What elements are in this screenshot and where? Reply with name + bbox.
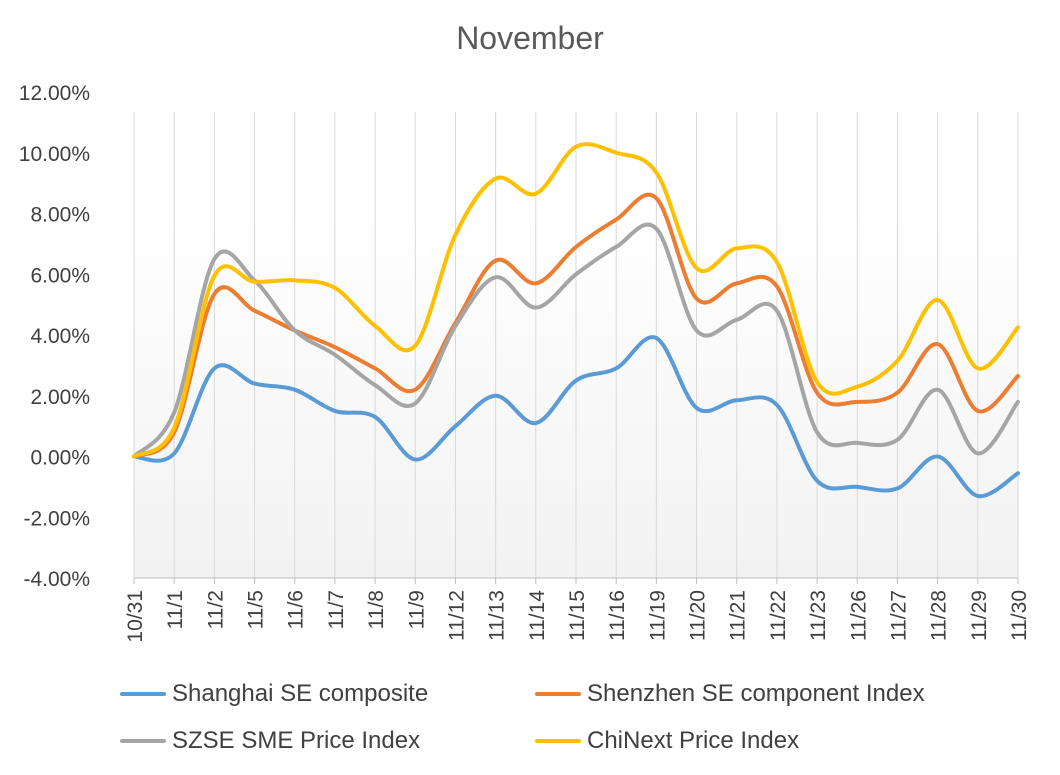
y-tick-label: 12.00%: [19, 82, 90, 105]
x-tick-label: 11/6: [285, 590, 308, 629]
x-tick-label: 11/27: [887, 590, 910, 641]
legend-label: Shenzhen SE component Index: [587, 680, 925, 707]
y-tick-label: 4.00%: [30, 325, 90, 348]
y-tick-label: -2.00%: [23, 507, 90, 530]
x-tick-label: 11/9: [405, 590, 428, 629]
x-tick-label: 11/22: [767, 590, 790, 641]
x-tick-label: 11/20: [687, 590, 710, 641]
legend-label: SZSE SME Price Index: [172, 727, 421, 754]
y-tick-label: -4.00%: [23, 568, 90, 591]
y-tick-label: 10.00%: [19, 143, 90, 166]
x-tick-label: 11/23: [807, 590, 830, 641]
chart-title: November: [456, 20, 604, 56]
legend-item-shenzhen-se-component-index: Shenzhen SE component Index: [535, 680, 925, 708]
x-tick-label: 11/14: [526, 590, 549, 641]
x-tick-label: 11/30: [1008, 590, 1031, 641]
x-tick-label: 11/28: [928, 590, 951, 641]
legend-item-shanghai-se-composite: Shanghai SE composite: [120, 680, 428, 708]
x-tick-label: 10/31: [124, 590, 147, 643]
x-tick-label: 11/29: [968, 590, 991, 641]
legend-swatch: [120, 739, 166, 743]
y-tick-label: 0.00%: [30, 447, 90, 470]
y-tick-label: 2.00%: [30, 386, 90, 409]
x-tick-label: 11/2: [204, 590, 227, 629]
x-tick-label: 11/26: [847, 590, 870, 641]
legend-label: Shanghai SE composite: [172, 680, 429, 707]
x-tick-label: 11/16: [606, 590, 629, 641]
x-tick-label: 11/12: [445, 590, 468, 641]
legend-item-szse-sme-price-index: SZSE SME Price Index: [120, 727, 420, 755]
y-tick-label: 6.00%: [30, 264, 90, 287]
legend-swatch: [535, 692, 581, 696]
series-line-chinext-price-index: [132, 142, 1020, 459]
x-tick-label: 11/8: [365, 590, 388, 629]
legend-swatch: [535, 739, 581, 743]
legend-swatch: [120, 692, 166, 696]
x-tick-label: 11/21: [727, 590, 750, 641]
series-line-szse-sme-price-index: [132, 222, 1020, 459]
x-tick-label: 11/19: [646, 590, 669, 641]
legend: Shanghai SE composite Shenzhen SE compone…: [0, 670, 1060, 770]
x-tick-label: 11/5: [245, 590, 268, 629]
line-chart: -4.00% -2.00% 0.00% 2.00% 4.00% 6.00% 8.00% 10.…: [19, 82, 1031, 643]
x-tick-label: 11/1: [164, 590, 187, 629]
series-line-shenzhen-se-component-index: [132, 192, 1020, 459]
legend-item-chinext-price-index: ChiNext Price Index: [535, 727, 799, 755]
x-tick-label: 11/13: [486, 590, 509, 641]
x-tick-label: 11/7: [325, 590, 348, 629]
y-tick-label: 8.00%: [30, 204, 90, 227]
legend-label: ChiNext Price Index: [587, 727, 800, 754]
x-tick-label: 11/15: [566, 590, 589, 641]
series-line-shanghai-se-composite: [132, 335, 1020, 498]
